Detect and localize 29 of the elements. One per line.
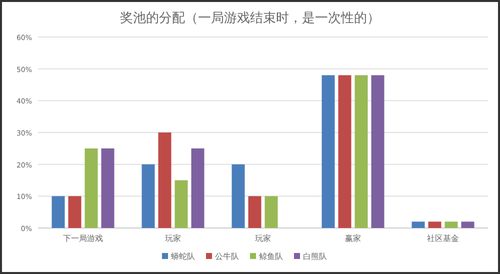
- legend-label: 蟒蛇队: [171, 252, 195, 261]
- x-tick-label: 社区基金: [427, 234, 459, 243]
- legend-label: 公牛队: [215, 252, 239, 261]
- legend-label: 白熊队: [303, 252, 327, 261]
- x-tick-label: 下一局游戏: [63, 234, 103, 243]
- legend-label: 鲸鱼队: [259, 252, 283, 261]
- bar: [174, 180, 188, 228]
- bar: [428, 222, 442, 228]
- x-tick-label: 玩家: [255, 234, 271, 243]
- bar: [158, 132, 172, 228]
- bar: [101, 148, 114, 228]
- bar: [142, 164, 155, 228]
- bar: [444, 222, 458, 228]
- bar: [354, 75, 368, 228]
- bar: [322, 75, 335, 228]
- x-tick-label: 玩家: [165, 234, 181, 243]
- bar: [412, 222, 425, 228]
- bar: [52, 196, 65, 228]
- bar: [84, 148, 98, 228]
- bar: [68, 196, 82, 228]
- bar: [248, 196, 262, 228]
- chart-title: 奖池的分配（一局游戏结束时，是一次性的）: [120, 11, 380, 26]
- bar: [264, 196, 278, 228]
- bar: [191, 148, 204, 228]
- bar: [338, 75, 352, 228]
- bar: [461, 222, 474, 228]
- bar: [371, 75, 384, 228]
- x-tick-label: 赢家: [345, 234, 361, 243]
- bar: [232, 164, 245, 228]
